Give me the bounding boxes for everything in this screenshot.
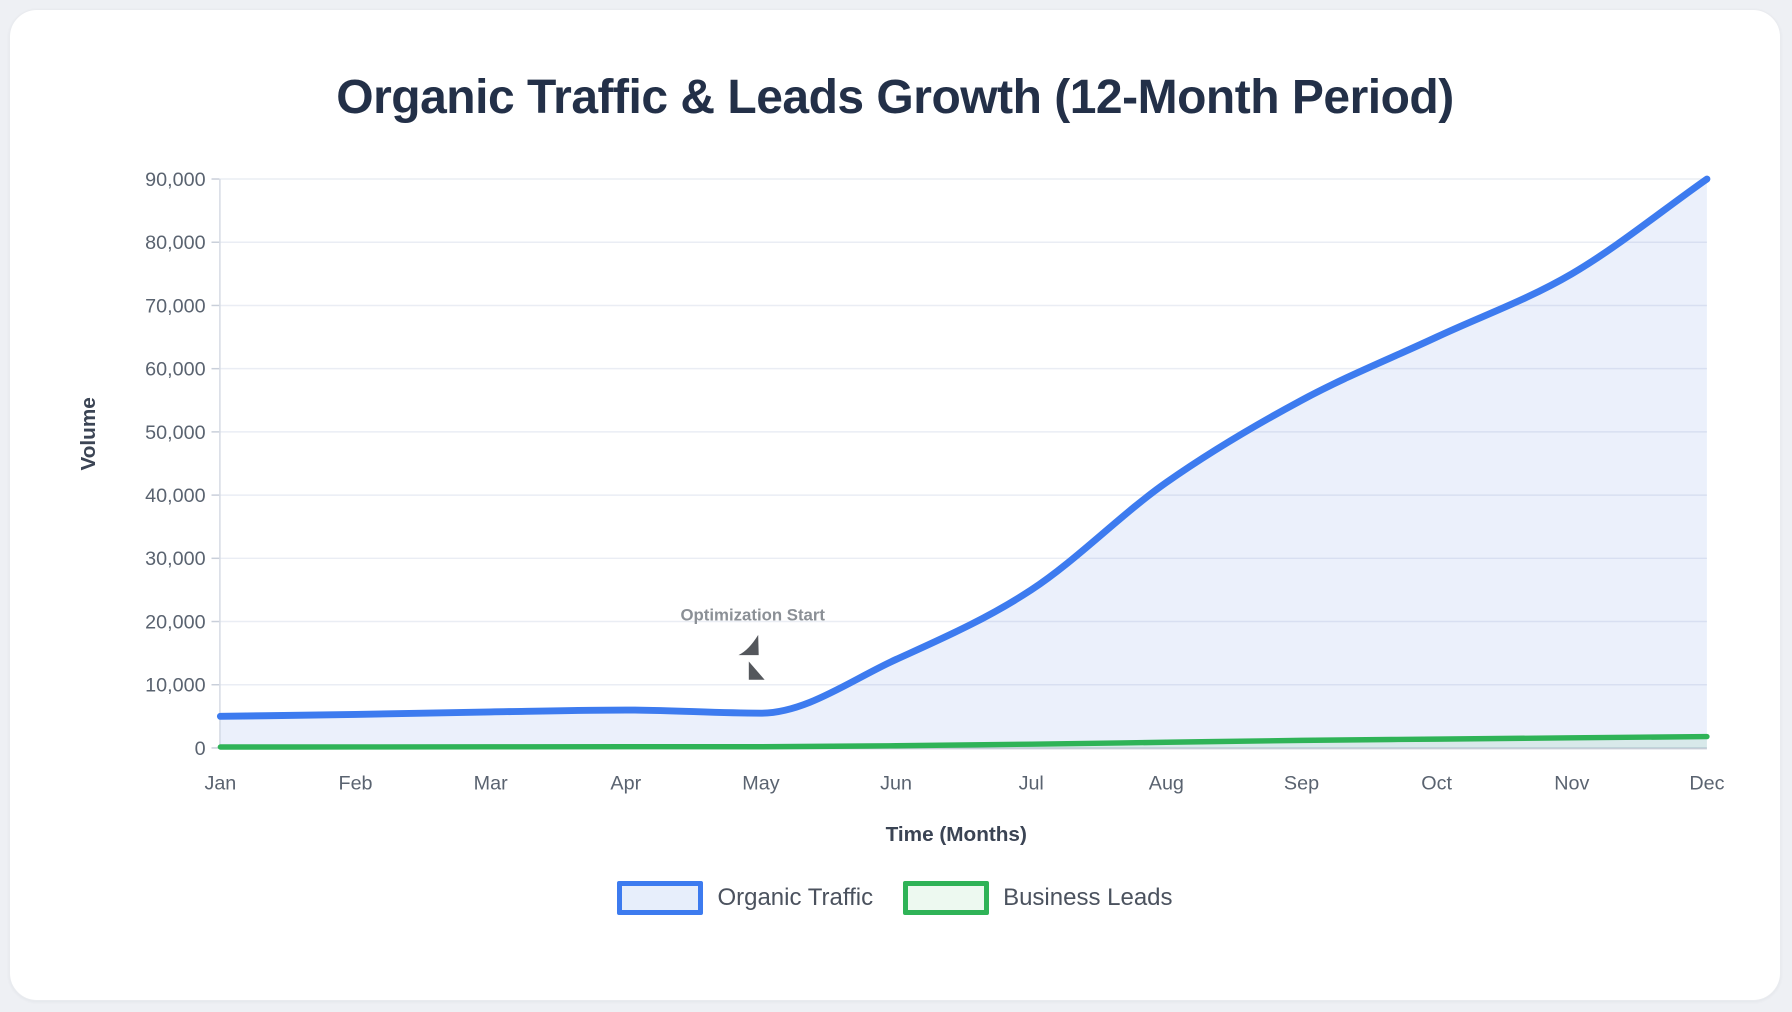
x-tick-label: Jul — [1019, 772, 1044, 794]
plot-layer: 0 10,000 20,000 30,000 40,000 50,000 60,000 70,… — [145, 169, 1724, 794]
y-tick-label: 40,000 — [145, 485, 205, 507]
y-tick-label: 30,000 — [145, 548, 205, 570]
x-tick-label: Mar — [474, 772, 508, 794]
organic-traffic-area — [220, 179, 1707, 748]
legend-item-organic-traffic[interactable]: Organic Traffic — [617, 881, 873, 915]
organic-traffic-line — [216, 175, 1711, 720]
x-tick-label: Dec — [1689, 772, 1724, 794]
y-axis-title: Volume — [77, 397, 100, 470]
chart-legend: Organic Traffic Business Leads — [10, 881, 1780, 915]
chart-canvas: 0 10,000 20,000 30,000 40,000 50,000 60,000 70,… — [77, 169, 1725, 846]
x-tick-label: May — [742, 772, 779, 794]
chart-title: Organic Traffic & Leads Growth (12-Month… — [336, 71, 1454, 124]
annotation-arrow-upper-icon — [738, 634, 759, 656]
x-tick-label: Apr — [610, 772, 641, 794]
y-tick-label: 70,000 — [145, 295, 205, 317]
x-tick-label: Oct — [1421, 772, 1452, 794]
x-tick-label: Aug — [1149, 772, 1184, 794]
legend-item-business-leads[interactable]: Business Leads — [903, 881, 1173, 915]
y-tick-label: 10,000 — [145, 675, 205, 697]
organic-traffic-swatch-icon — [617, 881, 704, 915]
annotation-label: Optimization Start — [681, 606, 826, 625]
x-axis-title: Time (Months) — [886, 823, 1027, 846]
y-tick-label: 0 — [195, 738, 206, 760]
annotation-arrow-lower-icon — [748, 661, 765, 680]
x-tick-label: Feb — [339, 772, 373, 794]
x-tick-label: Jun — [880, 772, 912, 794]
legend-label-organic-traffic: Organic Traffic — [717, 884, 874, 911]
business-leads-swatch-icon — [903, 881, 990, 915]
legend-label-business-leads: Business Leads — [1003, 884, 1173, 911]
business-leads-area — [220, 736, 1707, 748]
y-tick-label: 20,000 — [145, 611, 205, 633]
y-tick-label: 90,000 — [145, 169, 205, 191]
x-tick-label: Sep — [1284, 772, 1319, 794]
y-tick-label: 50,000 — [145, 422, 205, 444]
x-tick-label: Nov — [1554, 772, 1589, 794]
x-tick-label: Jan — [204, 772, 236, 794]
annotation: Optimization Start — [681, 606, 826, 680]
y-tick-label: 80,000 — [145, 232, 205, 254]
y-tick-label: 60,000 — [145, 359, 205, 381]
business-leads-line — [217, 733, 1710, 750]
chart-card: Organic Traffic & Leads Growth (12-Month… — [9, 9, 1781, 1001]
